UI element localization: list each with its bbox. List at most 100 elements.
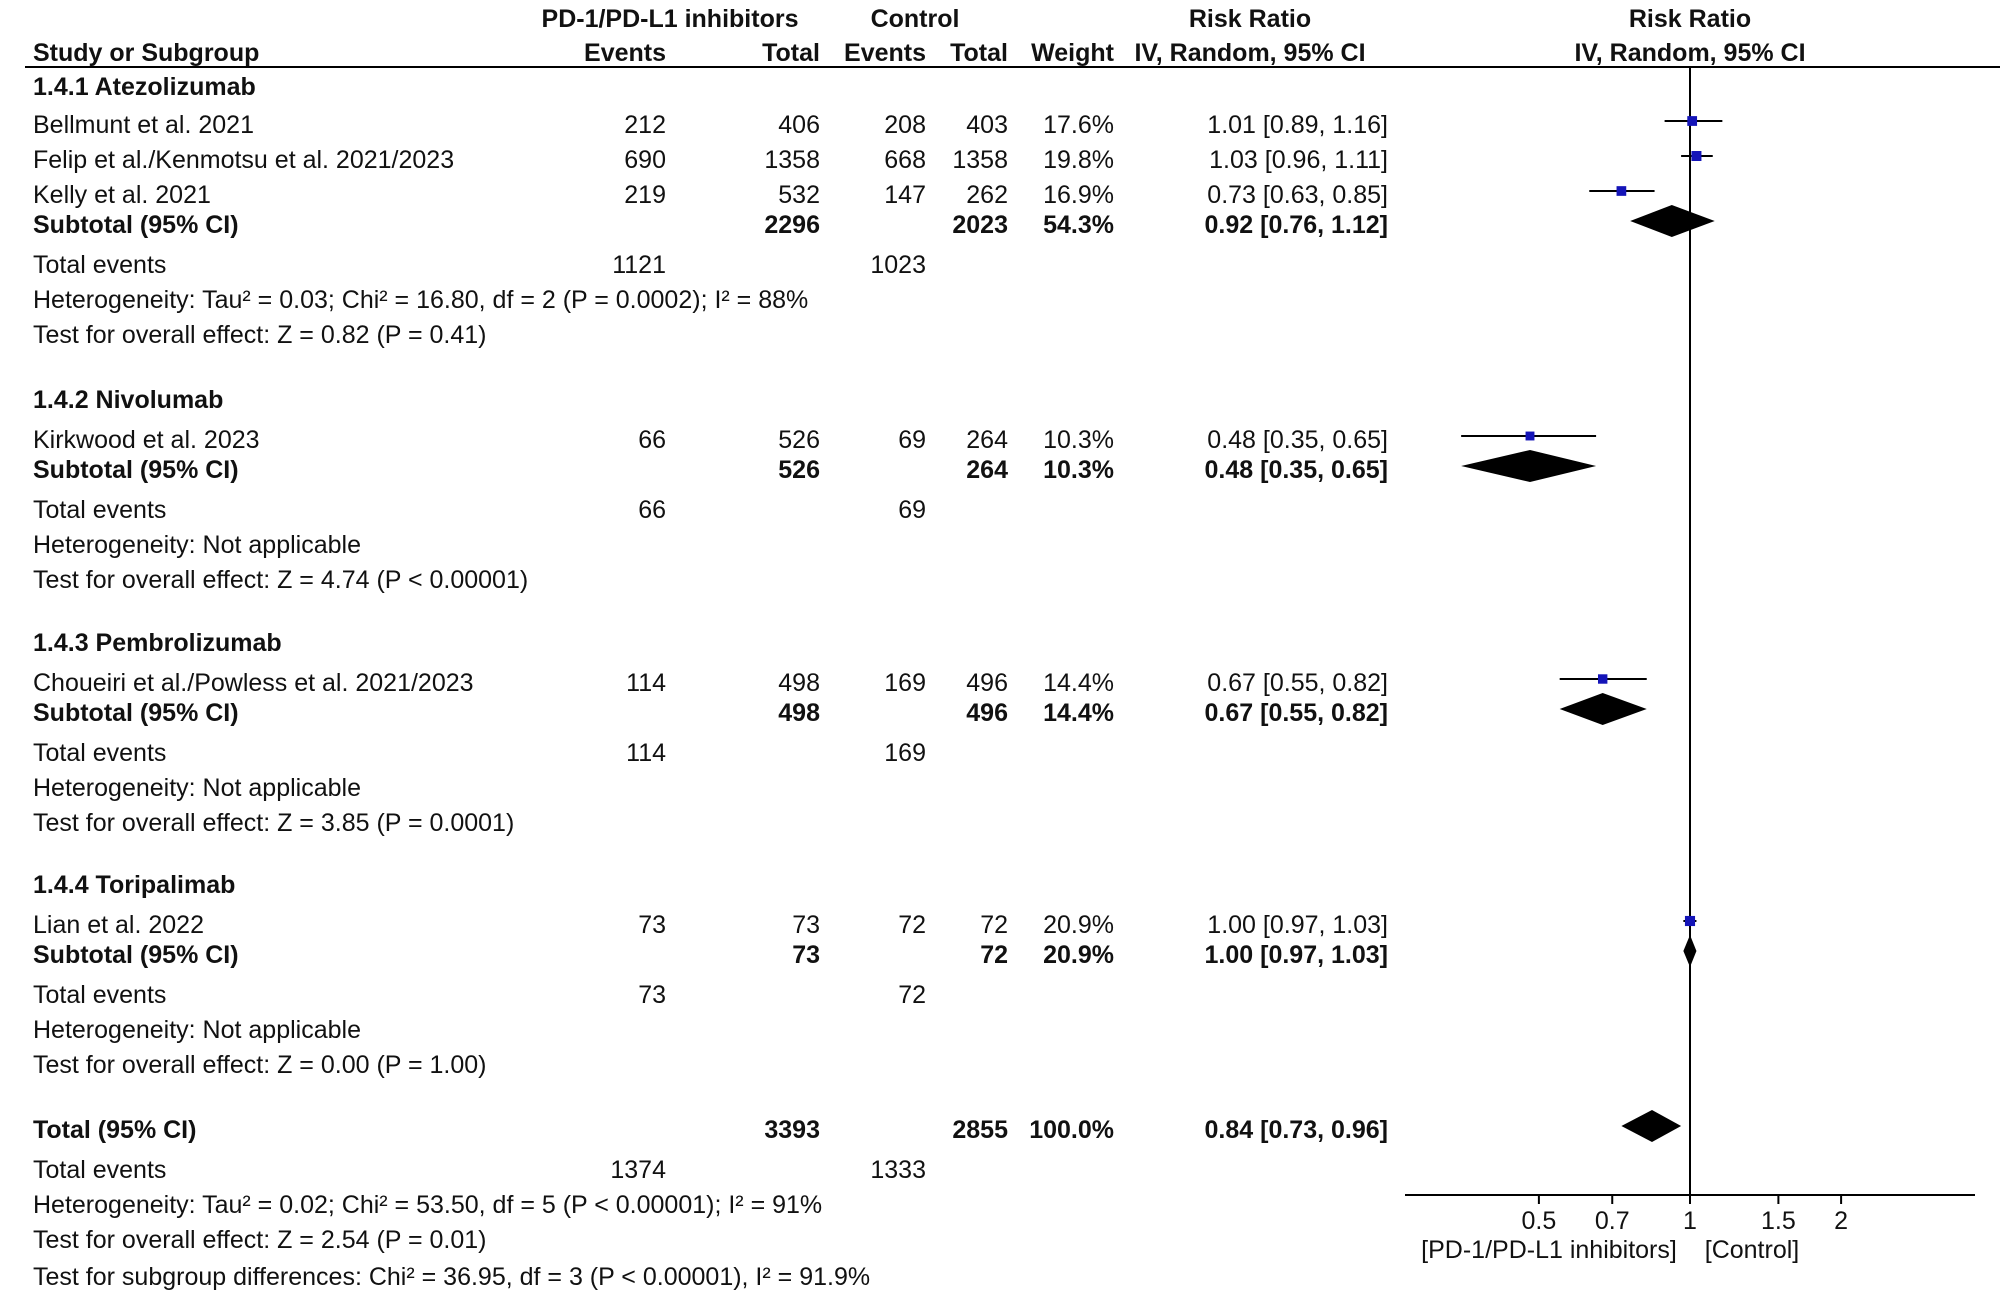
events-inhibitor: 114 <box>626 669 666 697</box>
events-control: 72 <box>898 911 926 939</box>
risk-ratio-ci: 1.03 [0.96, 1.11] <box>1209 146 1388 174</box>
events-label: Total events <box>33 496 167 524</box>
risk-ratio-ci: 0.67 [0.55, 0.82] <box>1204 699 1388 727</box>
total-control: 496 <box>966 669 1008 697</box>
header-events-1: Events <box>584 39 666 67</box>
study-square <box>1687 116 1698 126</box>
events-label: Total events <box>33 739 167 767</box>
total-control: 72 <box>980 911 1008 939</box>
text-label: Test for overall effect: Z = 3.85 (P = 0… <box>33 809 515 837</box>
risk-ratio-ci: 1.00 [0.97, 1.03] <box>1207 911 1388 939</box>
events-inhibitor: 219 <box>624 181 666 209</box>
study-label: Kirkwood et al. 2023 <box>33 426 260 454</box>
header-plot-method: IV, Random, 95% CI <box>1574 39 1806 67</box>
favours-left-label: [PD-1/PD-L1 inhibitors] <box>1421 1236 1677 1264</box>
x-tick-label: 1 <box>1683 1207 1697 1235</box>
total-control: 262 <box>966 181 1008 209</box>
pooled-diamond <box>1461 450 1597 482</box>
study-label: Felip et al./Kenmotsu et al. 2021/2023 <box>33 146 455 174</box>
events-control: 1333 <box>870 1156 926 1184</box>
header-total-2: Total <box>950 39 1008 67</box>
risk-ratio-ci: 1.00 [0.97, 1.03] <box>1204 941 1388 969</box>
header-group2: Control <box>870 5 960 33</box>
group-label: 1.4.3 Pembrolizumab <box>33 629 282 657</box>
header-weight: Weight <box>1031 39 1114 67</box>
group-label: 1.4.2 Nivolumab <box>33 386 224 414</box>
pooled-diamond <box>1630 205 1715 237</box>
events-inhibitor: 73 <box>638 981 666 1009</box>
total-control: 2023 <box>952 211 1008 239</box>
risk-ratio-ci: 0.84 [0.73, 0.96] <box>1204 1116 1388 1144</box>
pooled-diamond <box>1621 1110 1682 1142</box>
study-label: Bellmunt et al. 2021 <box>33 111 254 139</box>
events-control: 69 <box>898 426 926 454</box>
study-square <box>1684 915 1696 927</box>
study-label: Kelly et al. 2021 <box>33 181 211 209</box>
total-inhibitor: 3393 <box>764 1116 820 1144</box>
total-inhibitor: 526 <box>778 426 820 454</box>
total-control: 403 <box>966 111 1008 139</box>
header-study: Study or Subgroup <box>33 39 260 67</box>
total-control: 496 <box>966 699 1008 727</box>
events-inhibitor: 1374 <box>610 1156 666 1184</box>
events-inhibitor: 114 <box>626 739 666 767</box>
total-inhibitor: 532 <box>778 181 820 209</box>
study-square <box>1597 674 1608 684</box>
total-control: 1358 <box>952 146 1008 174</box>
weight-value: 14.4% <box>1043 699 1114 727</box>
study-label: Choueiri et al./Powless et al. 2021/2023 <box>33 669 474 697</box>
group-label: 1.4.1 Atezolizumab <box>33 73 256 101</box>
risk-ratio-ci: 0.67 [0.55, 0.82] <box>1207 669 1388 697</box>
total-control: 264 <box>966 426 1008 454</box>
pooled-diamond <box>1559 693 1647 725</box>
risk-ratio-ci: 1.01 [0.89, 1.16] <box>1207 111 1388 139</box>
weight-value: 19.8% <box>1043 146 1114 174</box>
events-inhibitor: 66 <box>638 426 666 454</box>
subtotal-label: Subtotal (95% CI) <box>33 456 239 484</box>
study-square <box>1616 186 1627 196</box>
total-label: Total (95% CI) <box>33 1116 197 1144</box>
total-inhibitor: 73 <box>792 941 820 969</box>
weight-value: 10.3% <box>1043 456 1114 484</box>
text-label: Test for overall effect: Z = 0.00 (P = 1… <box>33 1051 487 1079</box>
header-plot-title: Risk Ratio <box>1628 5 1752 33</box>
text-label: Heterogeneity: Not applicable <box>33 531 361 559</box>
weight-value: 100.0% <box>1029 1116 1114 1144</box>
study-label: Lian et al. 2022 <box>33 911 204 939</box>
header-rr-title: Risk Ratio <box>1188 5 1312 33</box>
total-inhibitor: 1358 <box>764 146 820 174</box>
risk-ratio-ci: 0.48 [0.35, 0.65] <box>1204 456 1388 484</box>
events-label: Total events <box>33 981 167 1009</box>
events-control: 147 <box>884 181 926 209</box>
total-inhibitor: 498 <box>778 669 820 697</box>
text-label: Heterogeneity: Tau² = 0.03; Chi² = 16.80… <box>33 286 809 314</box>
text-label: Heterogeneity: Tau² = 0.02; Chi² = 53.50… <box>33 1191 823 1219</box>
pooled-diamond <box>1683 935 1697 967</box>
events-control: 169 <box>884 669 926 697</box>
events-inhibitor: 212 <box>624 111 666 139</box>
events-control: 668 <box>884 146 926 174</box>
text-label: Test for overall effect: Z = 4.74 (P < 0… <box>33 566 529 594</box>
events-control: 169 <box>884 739 926 767</box>
text-label: Heterogeneity: Not applicable <box>33 1016 361 1044</box>
events-inhibitor: 690 <box>624 146 666 174</box>
favours-right-label: [Control] <box>1705 1236 1799 1264</box>
weight-value: 54.3% <box>1043 211 1114 239</box>
events-control: 208 <box>884 111 926 139</box>
risk-ratio-ci: 0.48 [0.35, 0.65] <box>1207 426 1388 454</box>
risk-ratio-ci: 0.73 [0.63, 0.85] <box>1207 181 1388 209</box>
events-inhibitor: 66 <box>638 496 666 524</box>
total-inhibitor: 406 <box>778 111 820 139</box>
events-label: Total events <box>33 1156 167 1184</box>
subtotal-label: Subtotal (95% CI) <box>33 941 239 969</box>
total-inhibitor: 73 <box>792 911 820 939</box>
header-rule <box>25 66 2000 68</box>
total-inhibitor: 498 <box>778 699 820 727</box>
weight-value: 14.4% <box>1043 669 1114 697</box>
subtotal-label: Subtotal (95% CI) <box>33 699 239 727</box>
subtotal-label: Subtotal (95% CI) <box>33 211 239 239</box>
total-inhibitor: 526 <box>778 456 820 484</box>
header-events-2: Events <box>844 39 926 67</box>
